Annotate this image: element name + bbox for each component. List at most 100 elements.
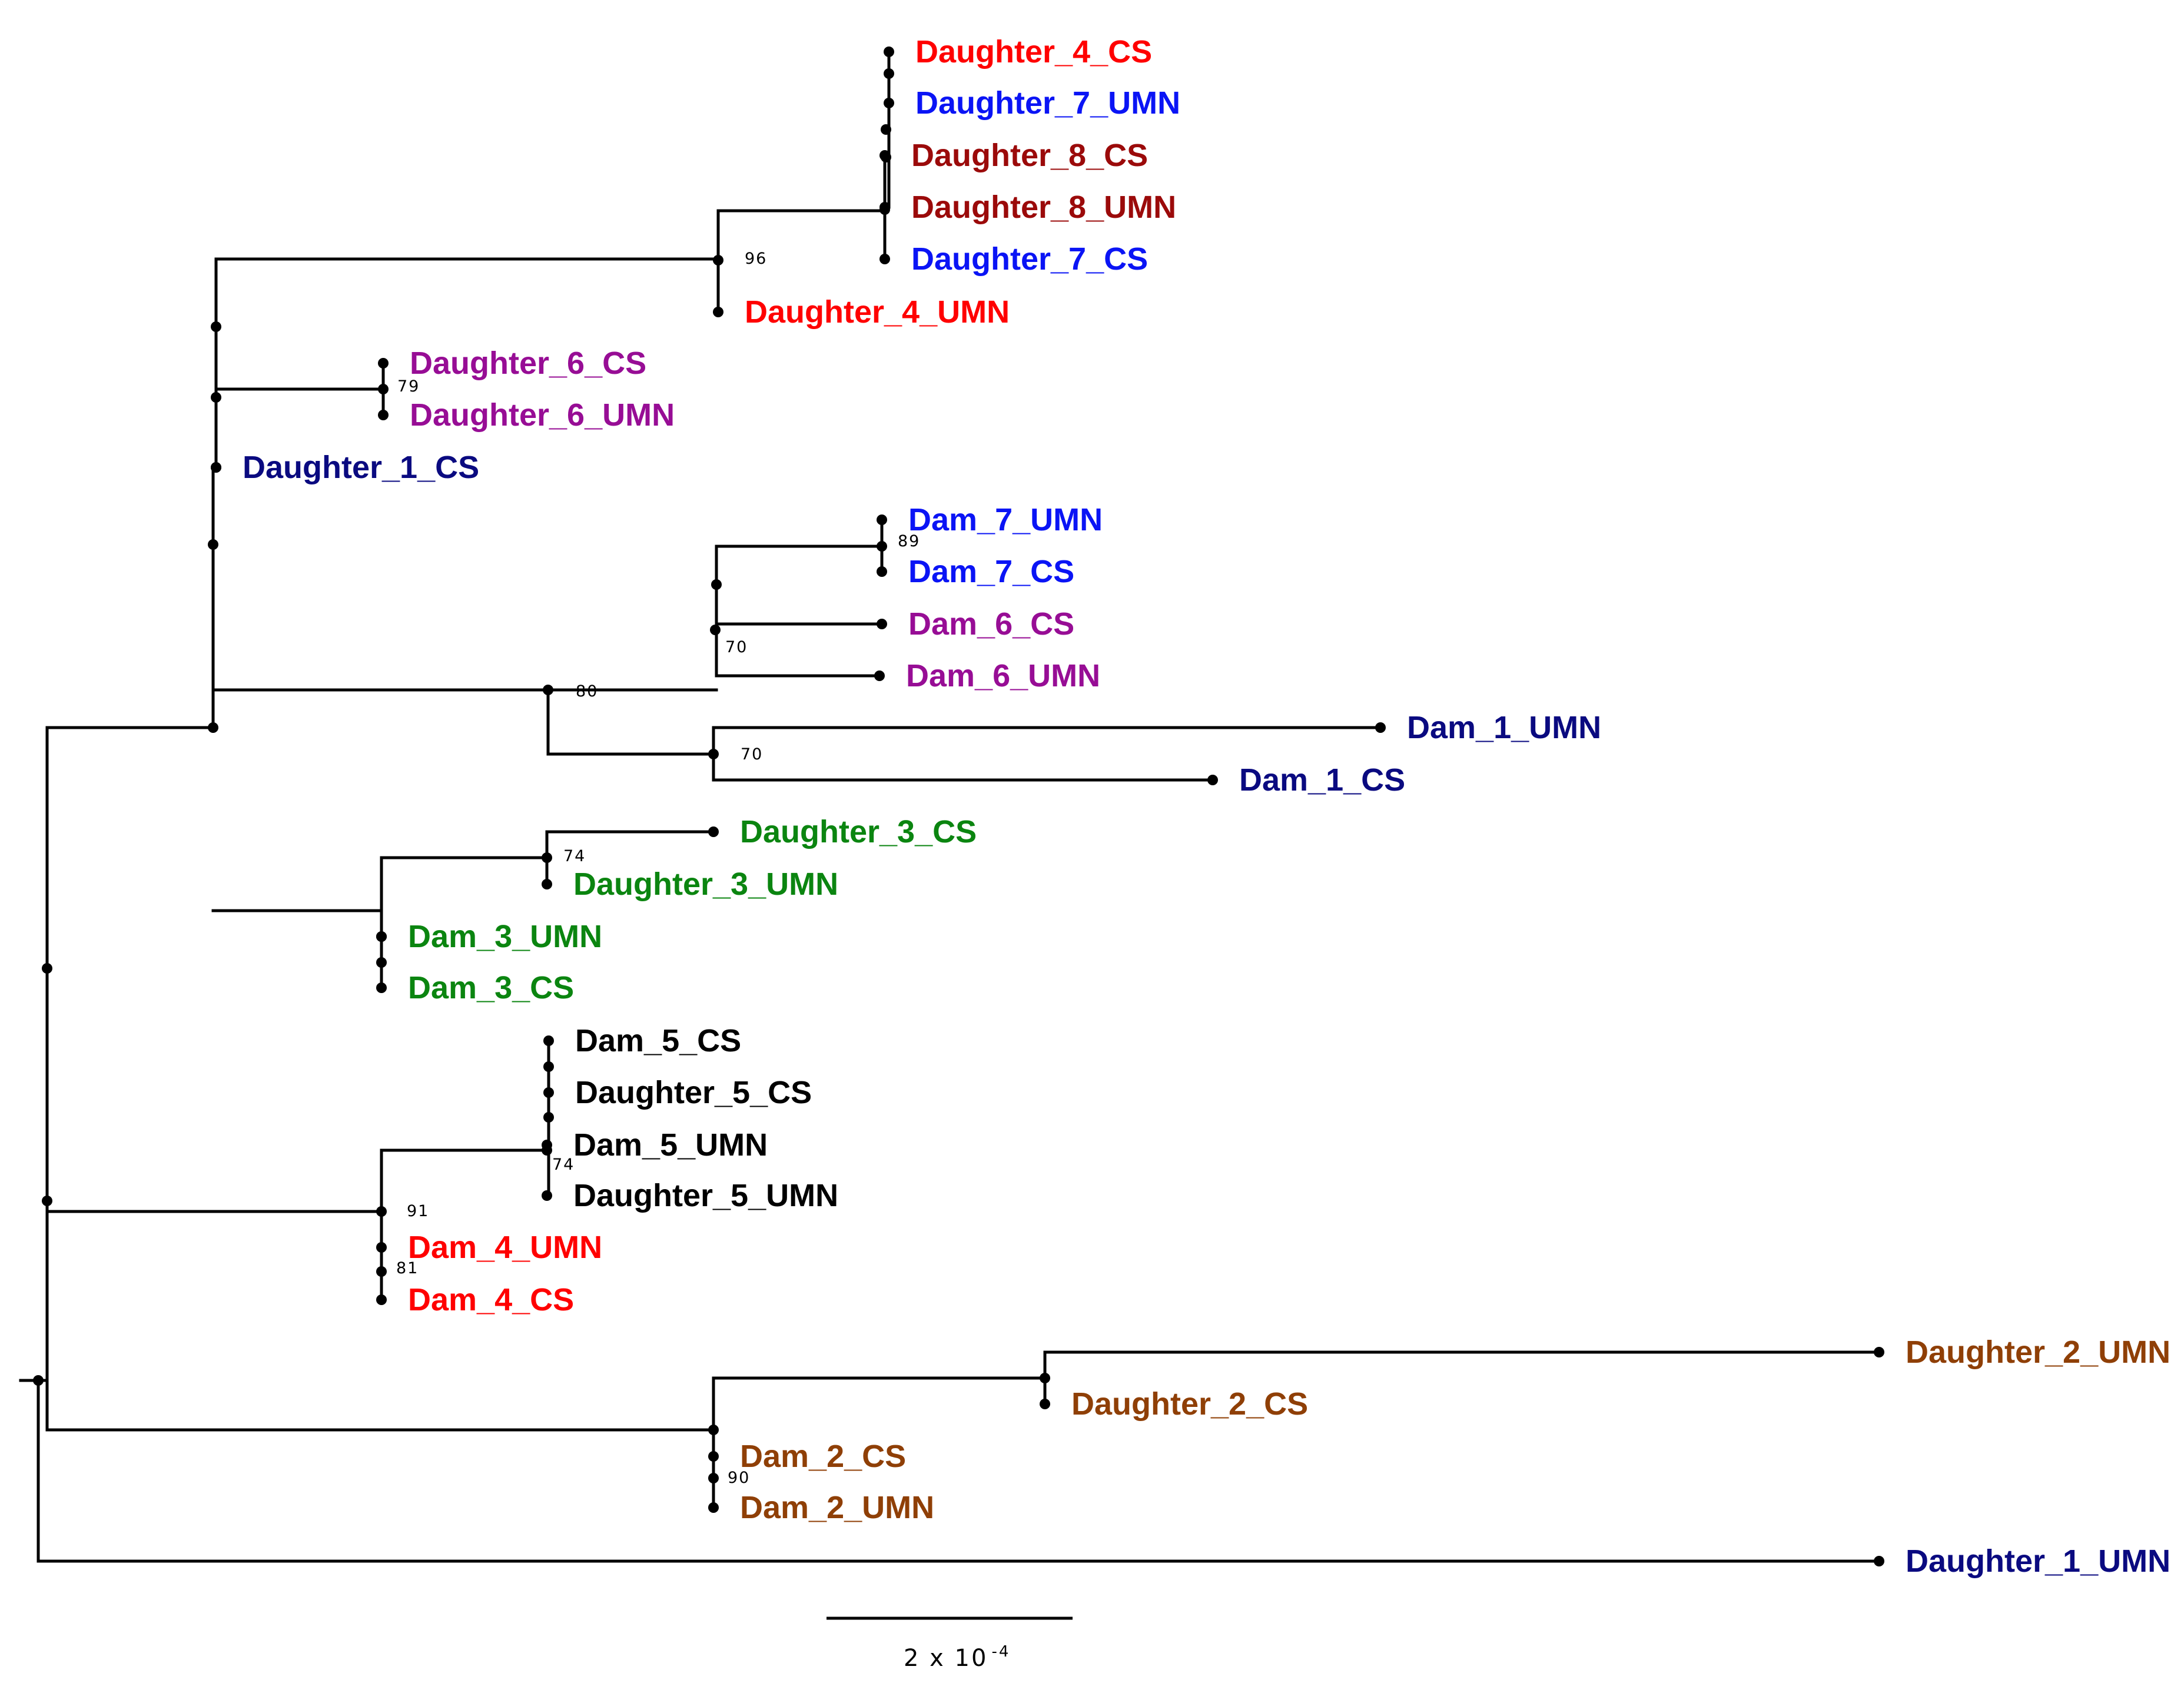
tree-node [376,931,387,942]
tree-node [884,98,894,108]
tree-node [713,307,723,317]
leaf-label: Daughter_5_CS [575,1075,812,1110]
tree-node [378,384,389,394]
tree-node [1040,1399,1050,1409]
tree-node [877,514,887,525]
tree-node [708,1451,719,1462]
leaf-label: Daughter_5_UMN [573,1178,838,1213]
tree-node [708,826,719,837]
tree-node [376,957,387,968]
leaf-label: Dam_3_CS [408,970,574,1005]
tree-node [877,541,887,552]
leaf-label: Dam_7_CS [908,554,1074,589]
tree-node [1040,1373,1050,1383]
tree-node [33,1375,44,1386]
leaf-label: Dam_1_CS [1239,762,1405,798]
tree-node [708,1425,719,1435]
support-value: 91 [407,1202,429,1220]
leaf-label: Dam_2_UMN [740,1490,934,1525]
leaf-label: Daughter_2_CS [1071,1386,1308,1422]
scale-bar-label: 2 x 10 -4 [904,1643,1010,1672]
support-value: 70 [725,638,748,656]
tree-node [1207,775,1218,785]
leaf-label: Daughter_6_UMN [410,397,675,433]
tree-node [879,202,890,213]
tree-node [208,539,218,550]
tree-node [710,625,721,635]
support-labels: 96 79 89 70 80 70 74 74 91 81 90 [396,250,920,1487]
tree-node [877,566,887,577]
leaf-label: Dam_5_CS [575,1023,741,1058]
leaf-label: Dam_1_UMN [1407,710,1601,745]
leaf-labels: Daughter_4_CS Daughter_7_UMN Daughter_8_CS… [243,34,2170,1579]
tree-node [713,255,723,265]
leaf-label: Daughter_2_UMN [1906,1335,2170,1370]
tree-node [708,1473,719,1483]
tree-node [542,879,552,889]
tree-node [1375,722,1386,733]
tree-node [543,1035,554,1046]
support-value: 70 [741,745,763,764]
tree-node [208,722,218,733]
support-value: 74 [563,847,586,865]
leaf-label: Daughter_4_UMN [745,294,1010,330]
tree-node [378,358,389,369]
support-value: 81 [396,1259,419,1277]
leaf-label: Dam_4_UMN [408,1230,602,1265]
leaf-label: Daughter_1_UMN [1906,1543,2170,1579]
tree-node [879,254,890,264]
tree-node [879,150,890,161]
tree-node [542,852,552,863]
tree-node [877,619,887,629]
tree-node [543,685,553,695]
tree-node [376,982,387,993]
tree-node [708,1502,719,1513]
leaf-label: Daughter_3_UMN [573,867,838,902]
tree-node [42,963,52,974]
leaf-label: Dam_4_CS [408,1282,574,1317]
scale-bar-exponent: -4 [991,1643,1010,1661]
tree-node [1874,1347,1884,1357]
leaf-label: Dam_6_CS [908,606,1074,642]
tree-node [211,462,221,473]
tree-nodes [33,47,1884,1566]
tree-node [884,47,894,57]
leaf-label: Dam_6_UMN [906,658,1100,693]
leaf-label: Daughter_6_CS [410,346,646,381]
tree-node [376,1242,387,1253]
leaf-label: Daughter_8_UMN [911,190,1176,225]
leaf-label: Daughter_7_UMN [915,85,1180,121]
scale-bar: 2 x 10 -4 [827,1616,1073,1672]
leaf-label: Dam_7_UMN [908,502,1103,537]
scale-bar-base: 2 x 10 [904,1645,988,1672]
tree-node [376,1266,387,1277]
tree-node [884,68,894,79]
support-value: 89 [898,532,920,550]
leaf-label: Dam_3_UMN [408,919,602,954]
tree-node [42,1196,52,1206]
support-value: 79 [397,377,420,396]
tree-node [542,1190,552,1201]
tree-node [542,1140,552,1150]
tree-node [543,1061,554,1072]
leaf-label: Dam_2_CS [740,1439,906,1474]
leaf-label: Daughter_1_CS [243,450,479,485]
tree-node [711,579,722,590]
tree-node [211,321,221,332]
leaf-label: Daughter_7_CS [911,241,1148,277]
tree-node [376,1294,387,1305]
leaf-label: Daughter_4_CS [915,34,1152,69]
tree-branches [19,50,1881,1563]
support-value: 96 [745,250,767,268]
tree-node [1874,1556,1884,1566]
tree-node [874,670,885,681]
support-value: 74 [552,1156,575,1174]
leaf-label: Daughter_3_CS [740,814,977,849]
leaf-label: Dam_5_UMN [573,1127,768,1163]
tree-node [881,124,891,135]
tree-node [543,1087,554,1098]
tree-node [708,749,719,759]
support-value: 90 [728,1469,750,1487]
tree-node [543,1112,554,1123]
